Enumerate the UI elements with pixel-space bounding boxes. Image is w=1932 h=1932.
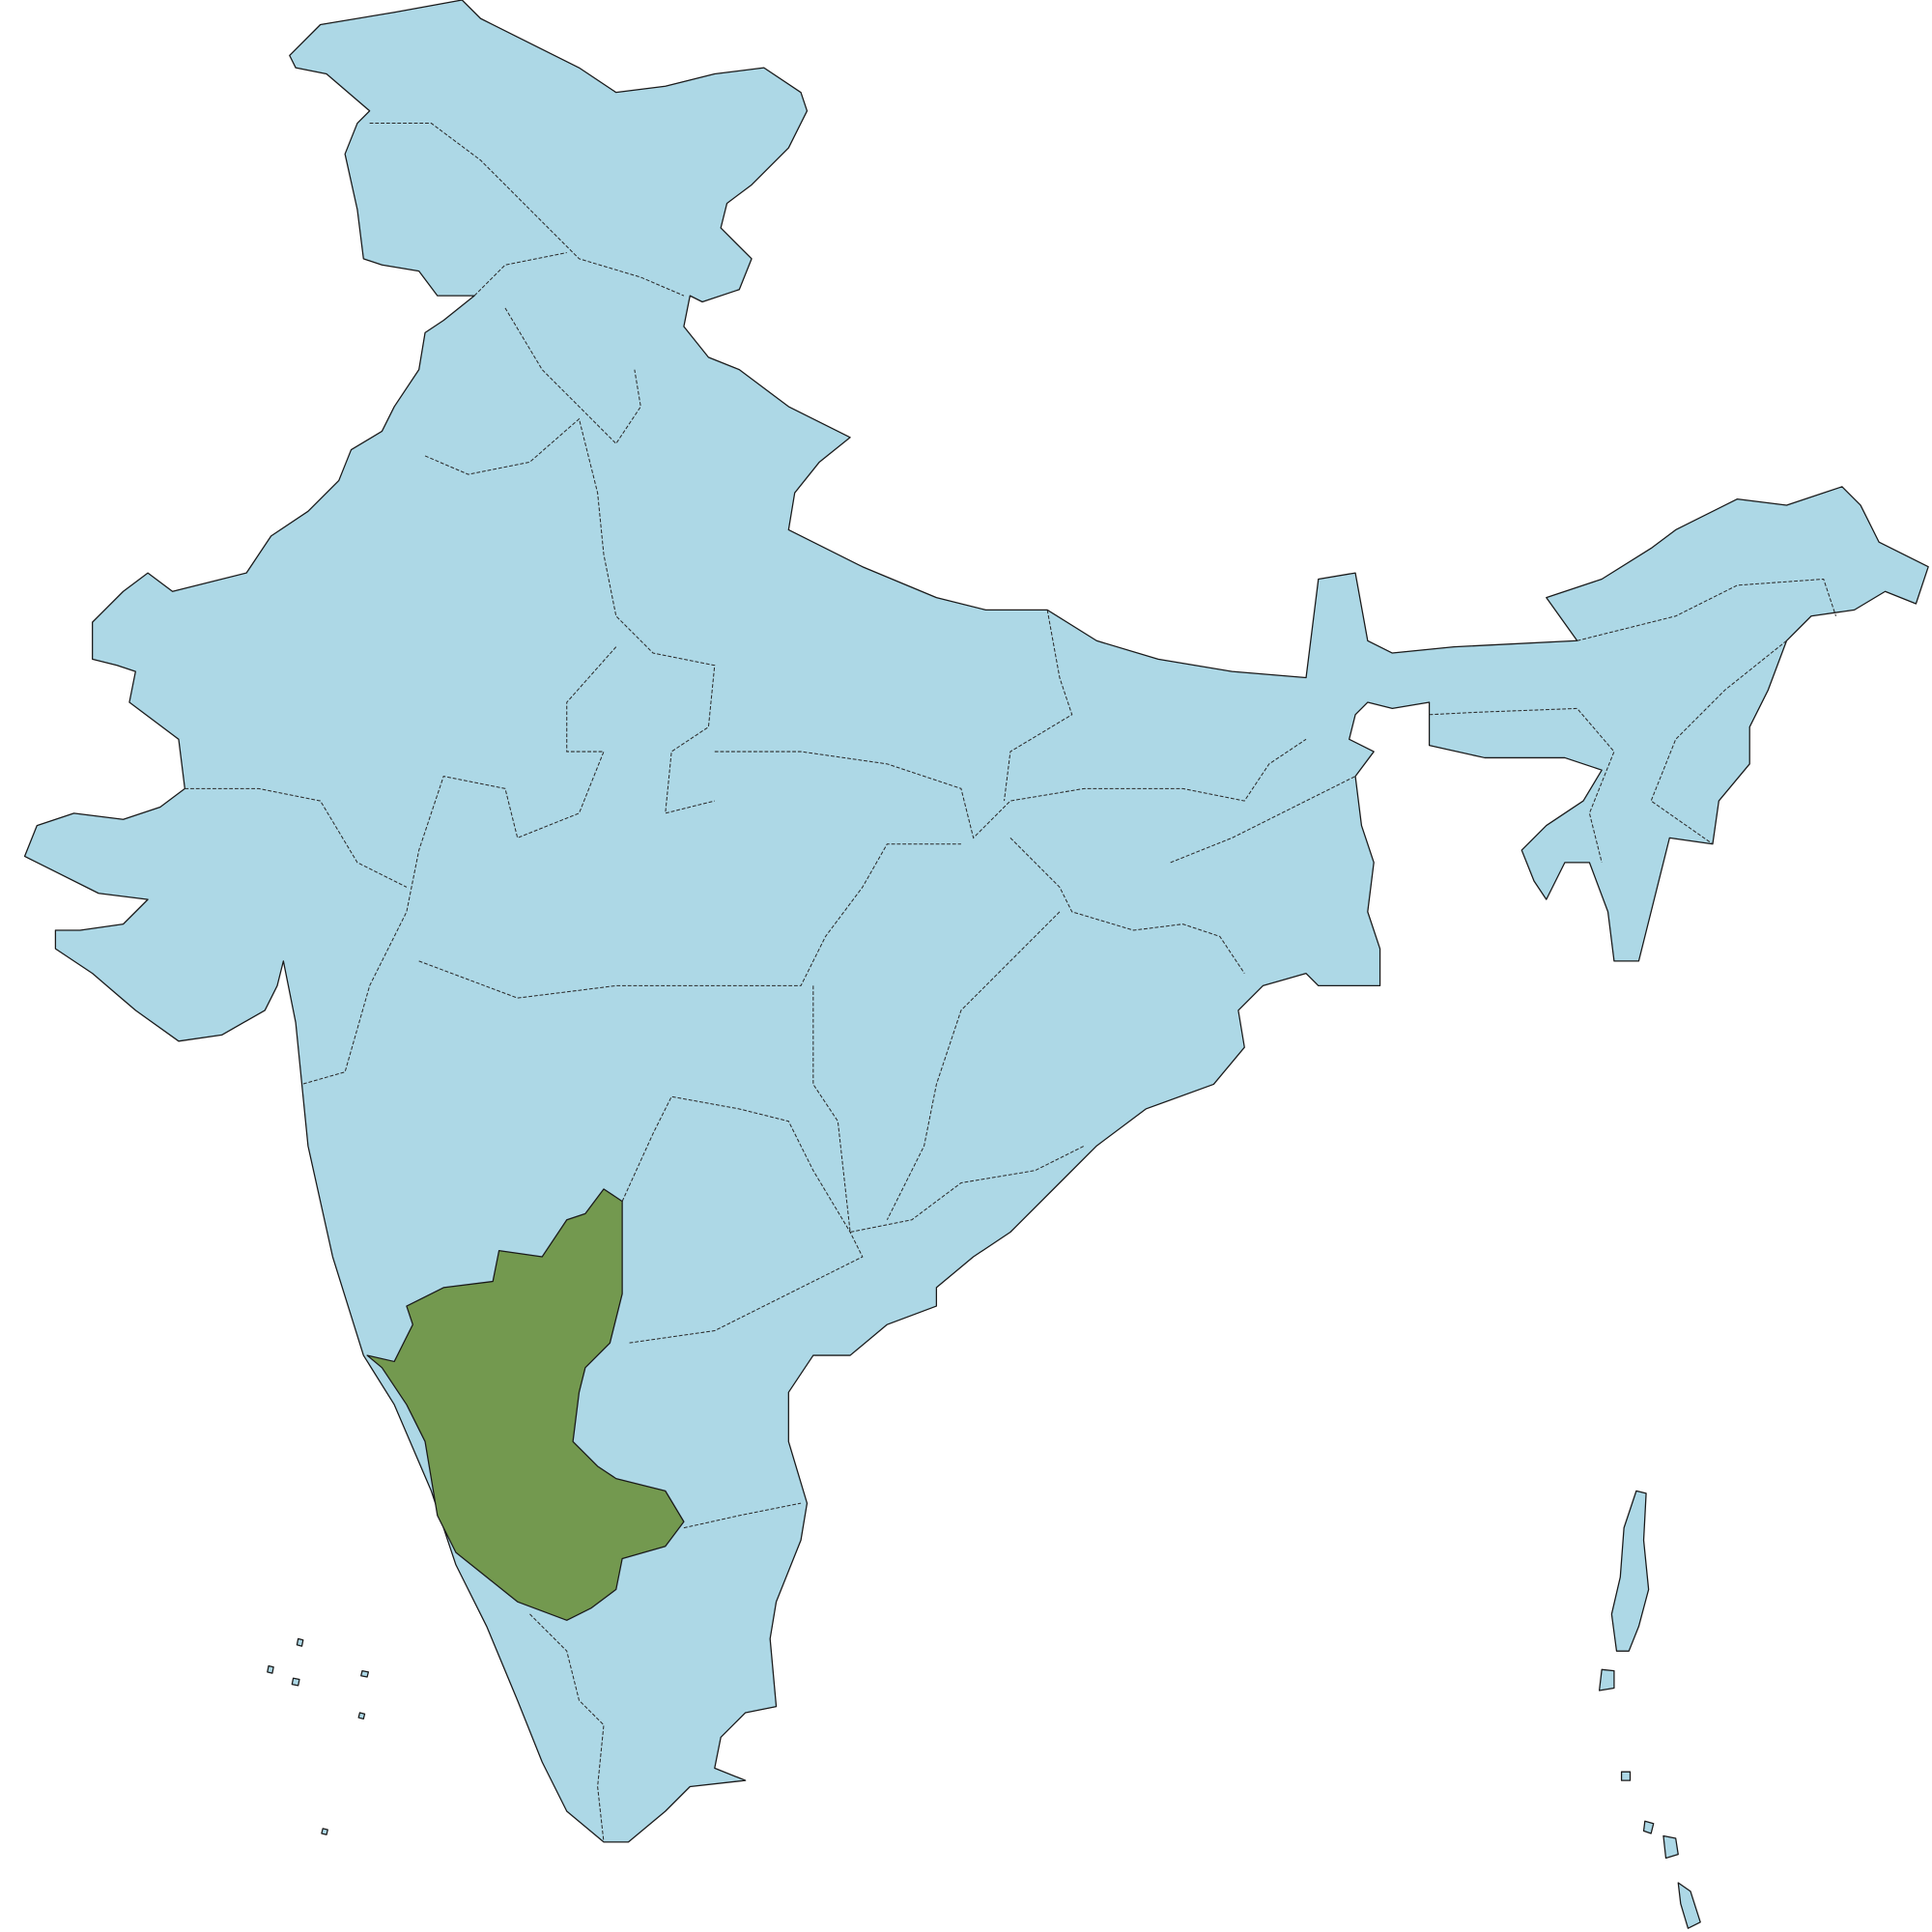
- island: [1598, 1668, 1615, 1691]
- island: [360, 1669, 370, 1678]
- state-border: [1004, 610, 1073, 802]
- state-border: [418, 843, 961, 999]
- island: [296, 1637, 304, 1647]
- state-border: [621, 1095, 864, 1344]
- islands: [267, 1490, 1701, 1929]
- state-border: [473, 251, 567, 297]
- island: [1620, 1771, 1632, 1781]
- state-border: [1170, 776, 1356, 864]
- state-border: [714, 738, 1307, 839]
- island: [321, 1828, 328, 1835]
- state-border: [1429, 707, 1615, 863]
- state-border: [1577, 578, 1836, 641]
- state-border: [369, 123, 685, 297]
- state-border: [185, 787, 408, 888]
- island: [1642, 1820, 1655, 1834]
- island: [1662, 1834, 1679, 1860]
- state-border: [886, 911, 1061, 1220]
- state-border: [1650, 639, 1787, 845]
- island: [1610, 1490, 1650, 1652]
- state-border: [1009, 837, 1245, 974]
- island: [291, 1677, 300, 1687]
- state-border: [683, 1502, 802, 1529]
- state-border: [812, 985, 1085, 1234]
- state-borders: [185, 123, 1836, 1842]
- state-border: [301, 646, 617, 1085]
- island: [267, 1664, 274, 1674]
- island: [357, 1712, 366, 1719]
- island: [1677, 1882, 1701, 1929]
- highlighted-state: [366, 1188, 685, 1621]
